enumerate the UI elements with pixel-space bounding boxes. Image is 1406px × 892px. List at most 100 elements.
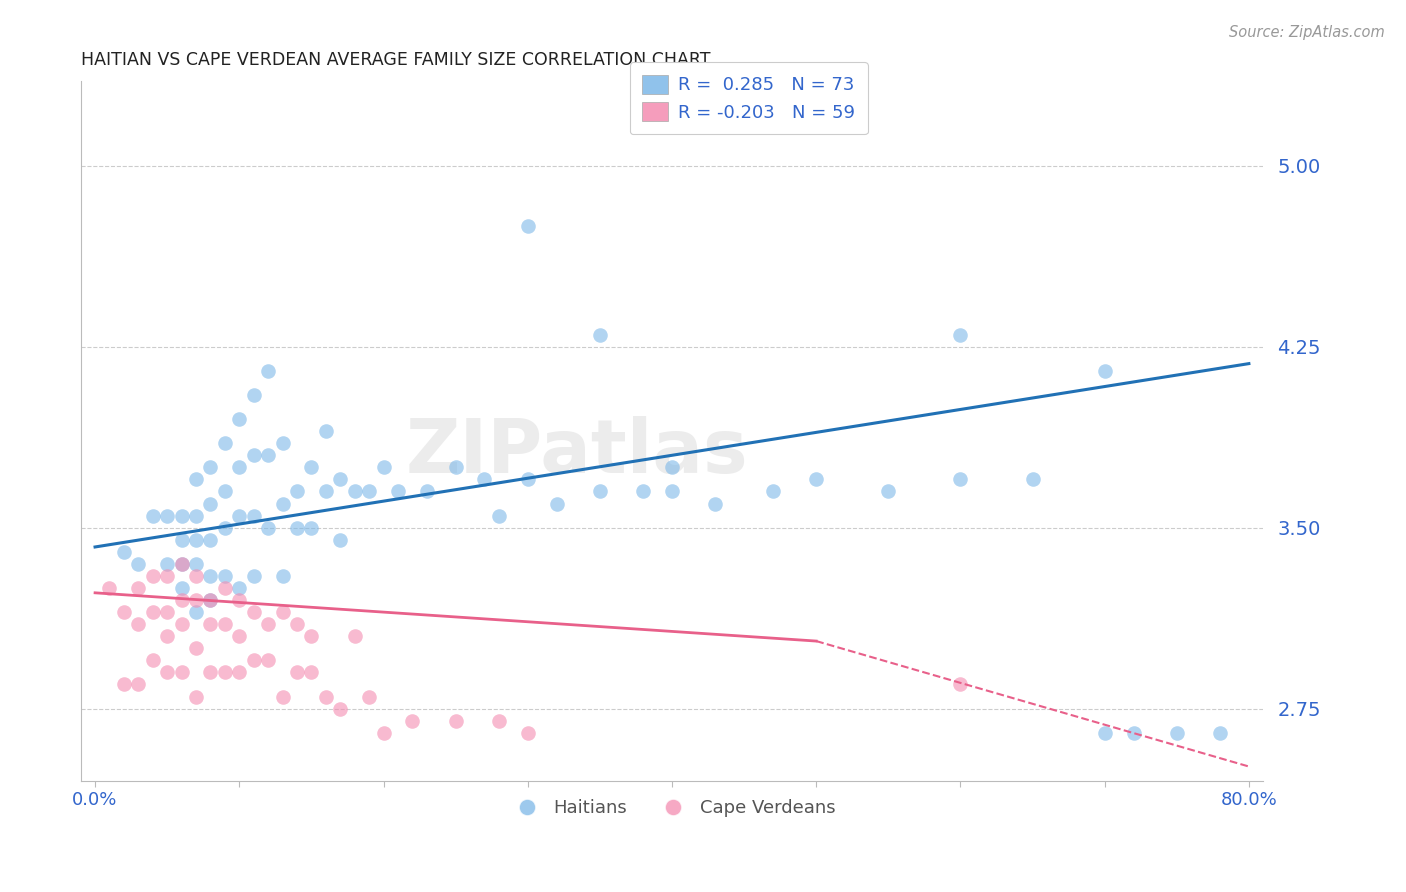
Point (200, 593, 222, 607)
Point (228, 460, 250, 475)
Point (184, 605, 207, 619)
Point (444, 714, 467, 728)
Point (271, 497, 294, 511)
Point (156, 569, 179, 583)
Point (444, 460, 467, 475)
Point (589, 484, 612, 499)
Point (142, 508, 165, 523)
Point (112, 545, 135, 559)
Point (257, 653, 280, 667)
Text: Source: ZipAtlas.com: Source: ZipAtlas.com (1229, 25, 1385, 40)
Point (184, 569, 207, 583)
Text: HAITIAN VS CAPE VERDEAN AVERAGE FAMILY SIZE CORRELATION CHART: HAITIAN VS CAPE VERDEAN AVERAGE FAMILY S… (80, 51, 710, 69)
Point (488, 508, 510, 523)
Point (546, 497, 568, 511)
Point (257, 448, 280, 462)
Point (949, 677, 972, 691)
Point (589, 327, 612, 342)
Point (170, 593, 193, 607)
Point (271, 436, 294, 450)
Point (285, 665, 308, 680)
Point (661, 484, 683, 499)
Point (315, 484, 337, 499)
Point (127, 617, 149, 632)
Point (359, 484, 381, 499)
Point (242, 605, 264, 619)
Point (184, 533, 207, 547)
Point (242, 508, 264, 523)
Point (170, 617, 193, 632)
Point (271, 690, 294, 704)
Point (1021, 472, 1043, 486)
Point (299, 665, 322, 680)
Point (949, 472, 972, 486)
Point (299, 629, 322, 643)
Point (257, 617, 280, 632)
Point (315, 690, 337, 704)
Point (170, 557, 193, 571)
Point (285, 521, 308, 535)
Point (200, 497, 222, 511)
Point (257, 364, 280, 378)
Point (214, 569, 236, 583)
Point (214, 436, 236, 450)
Point (184, 593, 207, 607)
Point (228, 412, 250, 426)
Point (516, 219, 538, 233)
Point (416, 484, 439, 499)
Point (285, 617, 308, 632)
Point (228, 593, 250, 607)
Point (228, 629, 250, 643)
Point (387, 484, 409, 499)
Point (170, 581, 193, 595)
Point (170, 665, 193, 680)
Point (156, 557, 179, 571)
Point (228, 581, 250, 595)
Point (315, 424, 337, 438)
Point (170, 508, 193, 523)
Point (329, 472, 352, 486)
Point (200, 460, 222, 475)
Point (516, 725, 538, 739)
Point (806, 472, 828, 486)
Point (127, 557, 149, 571)
Point (373, 460, 395, 475)
Point (112, 677, 135, 691)
Point (242, 388, 264, 402)
Point (488, 714, 510, 728)
Point (184, 508, 207, 523)
Point (343, 484, 366, 499)
Point (762, 484, 785, 499)
Point (156, 605, 179, 619)
Point (474, 472, 496, 486)
Point (142, 605, 165, 619)
Point (516, 472, 538, 486)
Point (170, 557, 193, 571)
Point (1122, 725, 1144, 739)
Legend: Haitians, Cape Verdeans: Haitians, Cape Verdeans (502, 792, 842, 824)
Point (401, 714, 423, 728)
Point (127, 581, 149, 595)
Point (156, 629, 179, 643)
Point (142, 569, 165, 583)
Point (142, 653, 165, 667)
Point (271, 569, 294, 583)
Point (242, 653, 264, 667)
Point (228, 665, 250, 680)
Point (1094, 364, 1116, 378)
Point (1166, 725, 1188, 739)
Point (343, 629, 366, 643)
Text: ZIPatlas: ZIPatlas (406, 416, 748, 489)
Point (329, 533, 352, 547)
Point (299, 521, 322, 535)
Point (214, 665, 236, 680)
Point (156, 665, 179, 680)
Point (299, 460, 322, 475)
Point (184, 472, 207, 486)
Point (359, 690, 381, 704)
Point (200, 533, 222, 547)
Point (877, 484, 900, 499)
Point (257, 521, 280, 535)
Point (228, 508, 250, 523)
Point (214, 521, 236, 535)
